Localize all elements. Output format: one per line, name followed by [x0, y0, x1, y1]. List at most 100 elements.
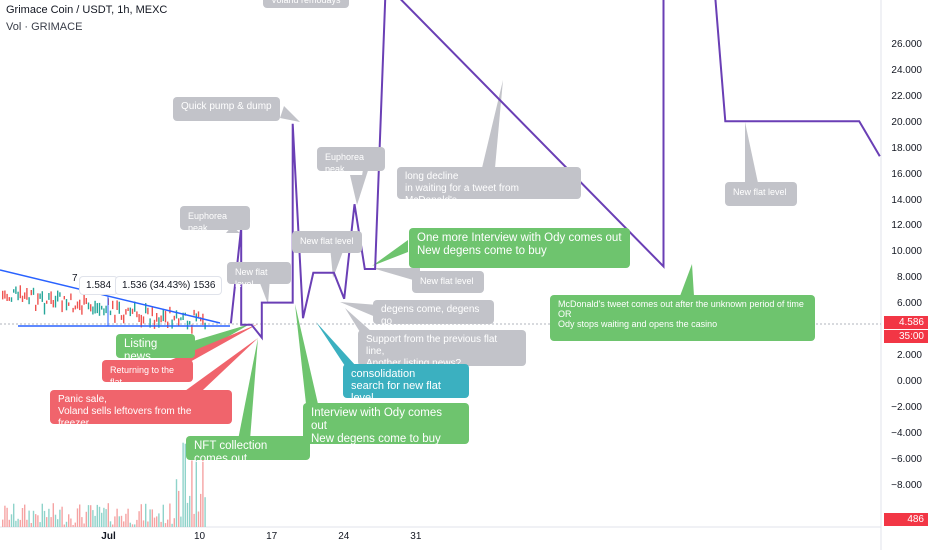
- candle: [200, 317, 202, 322]
- candle: [149, 318, 151, 328]
- price-tick-label: −6.000: [891, 453, 922, 465]
- candle: [59, 292, 61, 297]
- candle: [63, 296, 65, 300]
- candle: [169, 306, 171, 314]
- new-flat-note-4[interactable]: New flat level: [725, 182, 797, 206]
- candle: [114, 314, 116, 323]
- volume-bar: [160, 521, 162, 527]
- volume-bar: [101, 512, 103, 527]
- voland-note[interactable]: Voland remodays: [263, 0, 349, 8]
- volume-bar: [83, 523, 85, 527]
- time-tick-label: 10: [194, 531, 206, 542]
- candle: [120, 315, 123, 320]
- returning-note[interactable]: Returning to the flat: [102, 360, 193, 387]
- mcdonalds-note[interactable]: McDonald's tweet comes out after the unk…: [550, 295, 815, 341]
- candle: [156, 313, 158, 322]
- long-decline-note[interactable]: long decline in waiting for a tweet from…: [397, 167, 581, 206]
- candle: [138, 314, 140, 322]
- euphorea-peak-note-1[interactable]: Euphorea peak: [180, 206, 250, 233]
- euphorea-peak-note-2[interactable]: Euphorea peak: [317, 147, 385, 174]
- volume-bar: [129, 522, 131, 527]
- price-tick-label: −2.000: [891, 401, 922, 413]
- price-tick-label: −8.000: [891, 479, 922, 491]
- candle: [125, 309, 127, 315]
- panic-sale-note[interactable]: Panic sale, Voland sells leftovers from …: [50, 390, 232, 429]
- volume-bar: [15, 520, 17, 527]
- volume-bar: [197, 511, 200, 527]
- consolidation-note[interactable]: consolidation search for new flat level: [343, 364, 469, 404]
- candle: [37, 293, 39, 305]
- interview-note-2[interactable]: Interview with Ody comes out New degens …: [303, 403, 469, 445]
- candle: [74, 305, 76, 310]
- listing-news-note[interactable]: Listing news: [116, 334, 195, 363]
- candle: [162, 308, 164, 322]
- volume-bar: [162, 504, 164, 527]
- candle: [30, 290, 32, 296]
- candle: [81, 305, 83, 315]
- volume-bar: [107, 503, 109, 527]
- candle: [127, 307, 129, 311]
- candle: [182, 312, 184, 320]
- price-tick-label: 14.000: [891, 194, 922, 206]
- candle: [6, 293, 8, 301]
- candle: [92, 306, 94, 315]
- volume-bar: [8, 519, 10, 527]
- volume-bar: [167, 519, 169, 527]
- candle: [61, 300, 63, 313]
- countdown-tag: 35:00: [884, 330, 928, 343]
- volume-bar: [112, 524, 114, 527]
- candle: [54, 295, 57, 308]
- volume-bar: [156, 516, 158, 527]
- new-flat-note-1[interactable]: New flat level: [227, 262, 291, 289]
- volume-bar: [10, 514, 13, 527]
- volume-bar: [131, 524, 134, 527]
- candle: [43, 302, 46, 315]
- support-note[interactable]: Support from the previous flat line, Ano…: [358, 330, 526, 369]
- volume-bar: [96, 504, 98, 527]
- volume-bar: [127, 508, 129, 527]
- volume-bar: [180, 516, 182, 527]
- volume-bar: [118, 516, 120, 527]
- volume-bar: [103, 507, 105, 527]
- candle: [153, 319, 156, 329]
- price-tick-label: 16.000: [891, 168, 922, 180]
- volume-bar: [116, 508, 118, 527]
- price-tick-label: 8.000: [896, 272, 922, 284]
- volume-bar: [13, 503, 15, 527]
- volume-bar: [39, 522, 41, 527]
- degens-note[interactable]: degens come, degens go: [373, 300, 494, 327]
- nft-collection-note[interactable]: NFT collection comes out: [186, 436, 310, 465]
- marker-label: 7: [72, 273, 78, 284]
- price-tick-label: 20.000: [891, 116, 922, 128]
- volume-bar: [76, 508, 79, 527]
- price-tick-label: 22.000: [891, 90, 922, 102]
- price-tick-label: 2.000: [896, 350, 922, 362]
- candle: [109, 310, 112, 316]
- volume-bar: [81, 517, 83, 527]
- candle: [2, 290, 4, 300]
- quick-pump-note[interactable]: Quick pump & dump: [173, 97, 280, 121]
- candle: [112, 300, 114, 310]
- candle: [175, 310, 178, 319]
- new-flat-note-2[interactable]: New flat level: [292, 231, 362, 253]
- candle: [131, 308, 134, 314]
- candle: [52, 300, 54, 308]
- chart-title: Grimace Coin / USDT, 1h, MEXC: [6, 4, 168, 16]
- candle: [13, 289, 15, 293]
- time-tick-label: Jul: [101, 531, 116, 542]
- new-flat-note-3[interactable]: New flat level: [412, 271, 484, 293]
- volume-bar: [48, 508, 50, 527]
- price-tick-label: 0.000: [896, 376, 922, 387]
- volume-bar: [123, 521, 125, 527]
- volume-bar: [189, 495, 191, 527]
- candle: [72, 307, 74, 313]
- candle: [193, 309, 195, 316]
- candle: [116, 300, 118, 310]
- volume-bar: [120, 515, 123, 527]
- volume-bar: [145, 503, 147, 527]
- candle: [24, 292, 26, 299]
- candle: [186, 320, 189, 330]
- interview-note-1[interactable]: One more Interview with Ody comes out Ne…: [409, 228, 630, 268]
- candle: [57, 290, 59, 302]
